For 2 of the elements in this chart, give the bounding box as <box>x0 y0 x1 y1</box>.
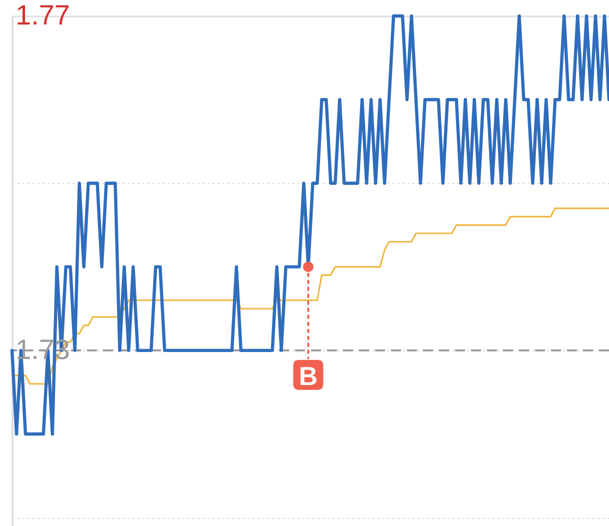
y-tick-label: 1.77 <box>16 0 70 30</box>
annotation: B <box>298 360 318 391</box>
